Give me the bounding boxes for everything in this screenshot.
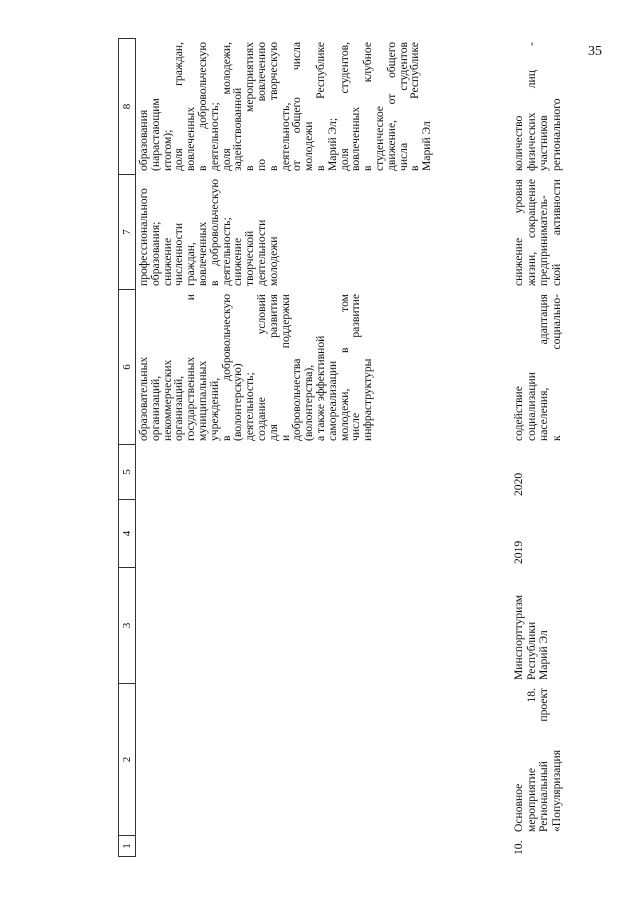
cell-line: в добровольческую — [207, 179, 221, 286]
cell-col6: образовательных организаций, некоммерчески… — [137, 290, 433, 445]
table-row-10: 10. Основное мероприятие 18. Региональный … — [512, 38, 563, 857]
cell-col7: профессионального образования; снижение чис… — [137, 175, 433, 290]
table-row-continued: образовательных организаций, некоммерчески… — [137, 38, 434, 857]
cell-line: населения, адаптация — [537, 294, 551, 441]
header-col-6: 6 — [119, 290, 135, 445]
cell-line: к социально- — [549, 294, 563, 441]
cell-col6: содействие социализации населения, адаптац… — [512, 290, 563, 445]
cell-line: самореализации — [325, 360, 339, 441]
cell-line: 10. — [512, 840, 525, 856]
cell-line: снижение уровня — [512, 179, 525, 286]
cell-line: молодежи — [266, 236, 280, 287]
cell-line: (нарастающим — [148, 98, 162, 171]
cell-line: образования; — [148, 221, 162, 286]
cell-line: регионального — [549, 98, 563, 172]
cell-line: «Популяризация — [549, 749, 563, 832]
cell-line: по вовлечению — [254, 42, 268, 171]
cell-col5: 2020 — [512, 445, 563, 500]
cell-line: 2019 — [512, 540, 525, 564]
table-header-row: 1 2 3 4 5 6 7 8 — [118, 38, 136, 857]
cell-line: участников — [537, 115, 551, 171]
cell-line: ской активности — [549, 179, 563, 286]
header-col-5: 5 — [119, 445, 135, 500]
cell-line: студенческое — [372, 106, 386, 171]
cell-line: Региональный проект — [537, 688, 551, 832]
cell-line: содействие — [512, 386, 525, 441]
header-col-7: 7 — [119, 175, 135, 290]
header-col-8: 8 — [119, 38, 135, 175]
cell-col3: Минспорттуризм Республики Марий Эл — [512, 568, 563, 684]
cell-line: в творческую — [266, 42, 280, 171]
header-col-3: 3 — [119, 568, 135, 684]
cell-line: Марий Эл — [420, 121, 434, 171]
cell-col8: количество физических лиц - участников реги… — [512, 38, 563, 175]
cell-line: муниципальных — [195, 360, 209, 441]
cell-col1: 10. — [512, 836, 563, 857]
cell-line: создание условий — [254, 294, 268, 441]
cell-line: учреждений, — [207, 377, 221, 441]
header-col-2: 2 — [119, 684, 135, 836]
cell-line: 2020 — [512, 472, 525, 496]
page-number: 35 — [588, 44, 602, 59]
cell-line: Марий Эл; — [325, 117, 339, 171]
header-col-1: 1 — [119, 836, 135, 857]
cell-line: в Республике — [313, 42, 327, 171]
cell-col2: Основное мероприятие 18. Региональный прое… — [512, 684, 563, 836]
header-col-4: 4 — [119, 500, 135, 568]
cell-line: деятельность; — [207, 102, 221, 171]
cell-col4: 2019 — [512, 500, 563, 568]
cell-line: деятельности — [254, 219, 268, 286]
cell-line: вовлеченных — [195, 221, 209, 286]
cell-line: Марий Эл — [537, 630, 551, 680]
cell-line: организаций, — [148, 375, 162, 441]
cell-line: инфраструктуры — [361, 358, 375, 441]
cell-col8: образования (нарастающим итогом); доля граж… — [137, 38, 434, 175]
cell-line: предприниматель- — [537, 195, 551, 286]
cell-line: Основное — [512, 783, 525, 832]
cell-line: Минспорттуризм — [512, 594, 525, 680]
cell-line: количество — [512, 115, 525, 171]
cell-line: движение, от общего — [384, 42, 398, 171]
cell-line: в добровольческую — [195, 42, 209, 171]
cell-line: для развития — [266, 294, 280, 441]
cell-col7: снижение уровня жизни, сокращение предприн… — [512, 175, 563, 290]
cell-line: а также эффективной — [313, 335, 327, 441]
